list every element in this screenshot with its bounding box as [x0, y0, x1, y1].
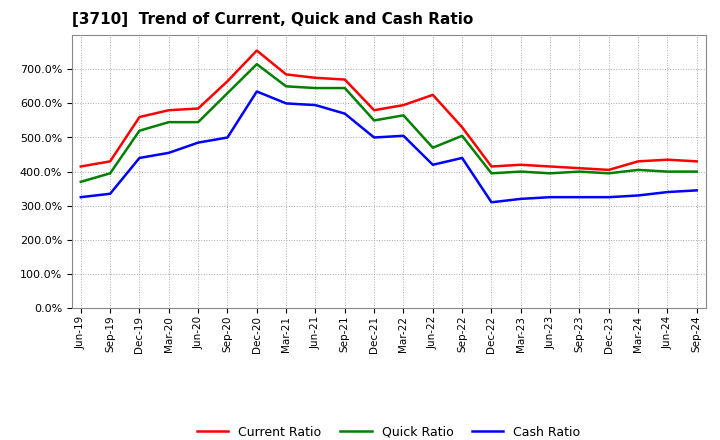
Current Ratio	[76, 164, 85, 169]
Cash Ratio	[341, 111, 349, 116]
Quick Ratio	[106, 171, 114, 176]
Cash Ratio	[575, 194, 584, 200]
Current Ratio	[663, 157, 672, 162]
Current Ratio	[223, 79, 232, 84]
Cash Ratio	[370, 135, 379, 140]
Current Ratio	[605, 167, 613, 172]
Current Ratio	[164, 107, 173, 113]
Quick Ratio	[76, 179, 85, 184]
Quick Ratio	[341, 85, 349, 91]
Current Ratio	[370, 107, 379, 113]
Quick Ratio	[516, 169, 525, 174]
Cash Ratio	[605, 194, 613, 200]
Quick Ratio	[693, 169, 701, 174]
Line: Quick Ratio: Quick Ratio	[81, 64, 697, 182]
Line: Cash Ratio: Cash Ratio	[81, 92, 697, 202]
Line: Current Ratio: Current Ratio	[81, 51, 697, 170]
Quick Ratio	[311, 85, 320, 91]
Quick Ratio	[164, 120, 173, 125]
Current Ratio	[135, 114, 144, 120]
Cash Ratio	[311, 103, 320, 108]
Cash Ratio	[546, 194, 554, 200]
Text: [3710]  Trend of Current, Quick and Cash Ratio: [3710] Trend of Current, Quick and Cash …	[72, 12, 473, 27]
Quick Ratio	[135, 128, 144, 133]
Cash Ratio	[399, 133, 408, 139]
Current Ratio	[282, 72, 290, 77]
Cash Ratio	[282, 101, 290, 106]
Quick Ratio	[575, 169, 584, 174]
Current Ratio	[458, 125, 467, 130]
Cash Ratio	[634, 193, 642, 198]
Cash Ratio	[253, 89, 261, 94]
Quick Ratio	[253, 62, 261, 67]
Quick Ratio	[634, 167, 642, 172]
Current Ratio	[575, 165, 584, 171]
Current Ratio	[106, 159, 114, 164]
Cash Ratio	[135, 155, 144, 161]
Quick Ratio	[282, 84, 290, 89]
Cash Ratio	[487, 200, 496, 205]
Quick Ratio	[546, 171, 554, 176]
Current Ratio	[253, 48, 261, 53]
Quick Ratio	[194, 120, 202, 125]
Quick Ratio	[487, 171, 496, 176]
Quick Ratio	[663, 169, 672, 174]
Cash Ratio	[164, 150, 173, 155]
Current Ratio	[194, 106, 202, 111]
Cash Ratio	[428, 162, 437, 167]
Current Ratio	[428, 92, 437, 98]
Legend: Current Ratio, Quick Ratio, Cash Ratio: Current Ratio, Quick Ratio, Cash Ratio	[192, 421, 585, 440]
Cash Ratio	[194, 140, 202, 145]
Quick Ratio	[223, 91, 232, 96]
Cash Ratio	[693, 188, 701, 193]
Cash Ratio	[663, 189, 672, 194]
Current Ratio	[311, 75, 320, 81]
Current Ratio	[341, 77, 349, 82]
Quick Ratio	[458, 133, 467, 139]
Cash Ratio	[516, 196, 525, 202]
Quick Ratio	[428, 145, 437, 150]
Cash Ratio	[223, 135, 232, 140]
Current Ratio	[516, 162, 525, 167]
Quick Ratio	[605, 171, 613, 176]
Current Ratio	[546, 164, 554, 169]
Cash Ratio	[76, 194, 85, 200]
Current Ratio	[487, 164, 496, 169]
Current Ratio	[399, 103, 408, 108]
Cash Ratio	[458, 155, 467, 161]
Cash Ratio	[106, 191, 114, 196]
Quick Ratio	[399, 113, 408, 118]
Quick Ratio	[370, 118, 379, 123]
Current Ratio	[634, 159, 642, 164]
Current Ratio	[693, 159, 701, 164]
